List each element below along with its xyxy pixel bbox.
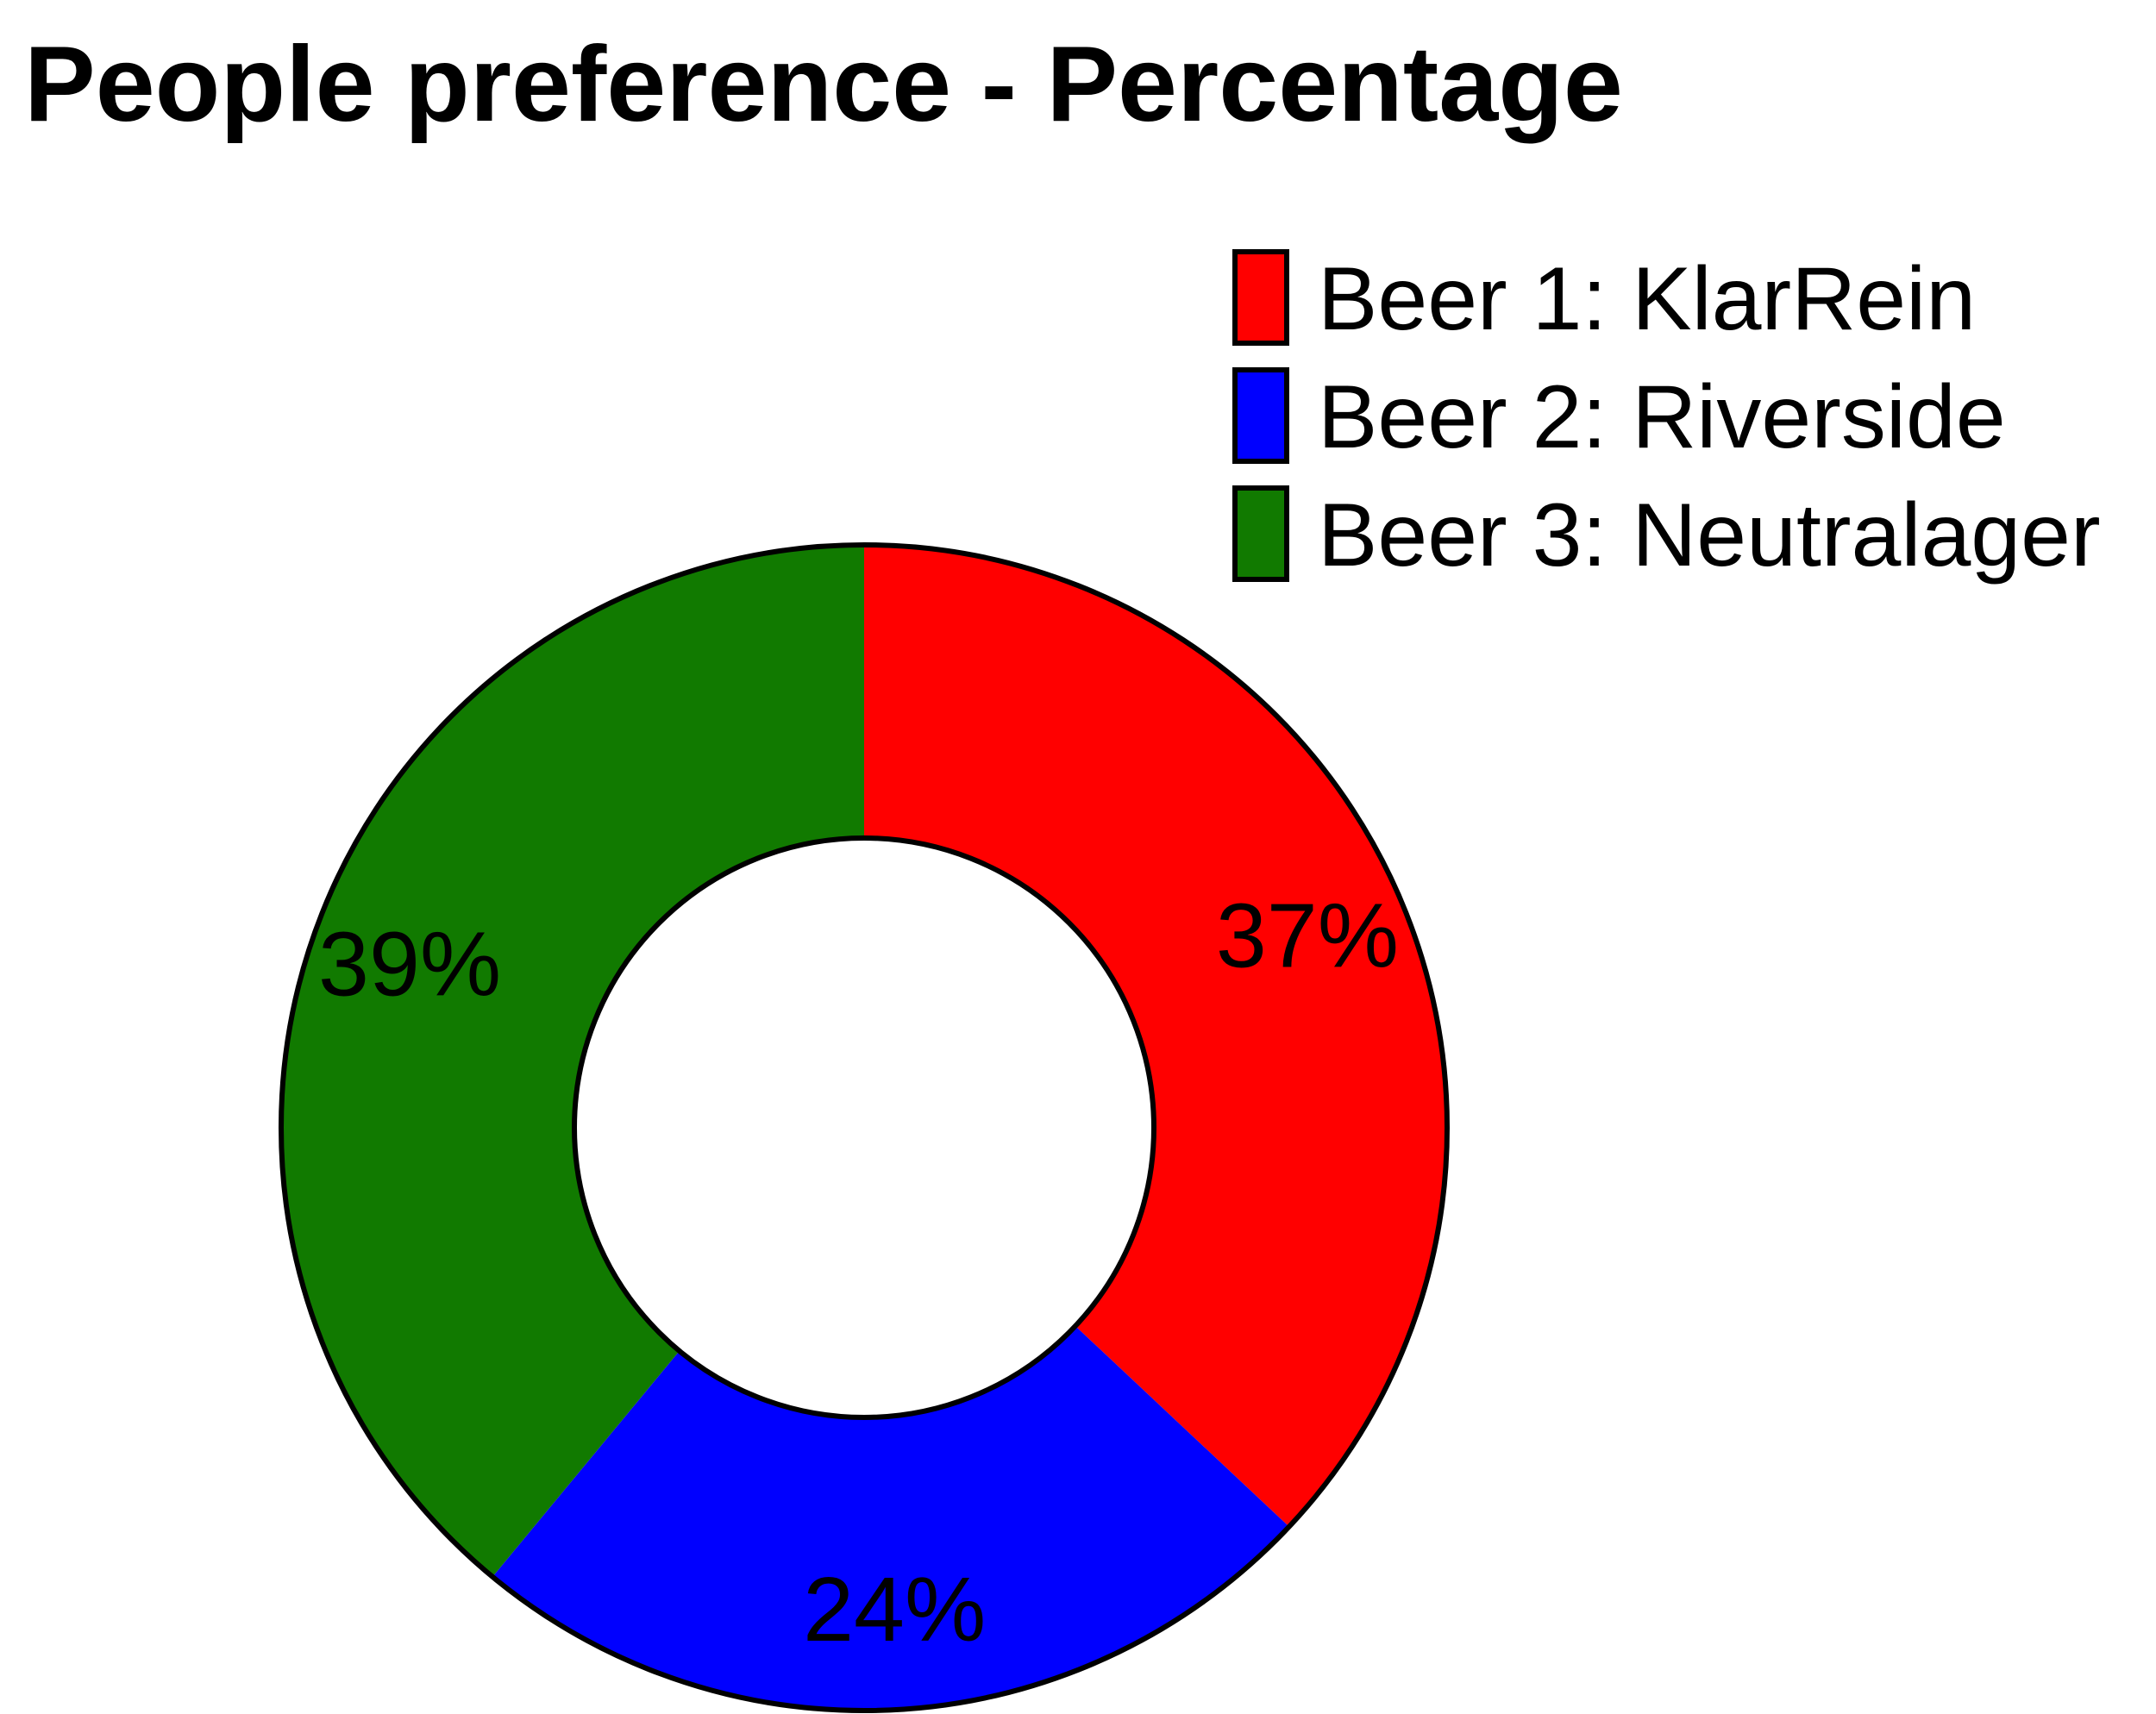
chart-title: People preference - Percentage bbox=[24, 25, 1623, 144]
slice-value-label: 24% bbox=[803, 1559, 986, 1661]
slice-labels: 37% 24% 39% bbox=[318, 885, 1399, 1661]
legend-label-beer-1-klarrein: Beer 1: KlarRein bbox=[1318, 249, 1976, 349]
donut-outer-outline bbox=[279, 542, 1450, 1713]
slice-beer-2-riverside bbox=[492, 1326, 1289, 1711]
slice-beer-1-klarrein bbox=[864, 545, 1447, 1527]
legend-swatch-beer-2-riverside bbox=[1232, 367, 1289, 464]
legend-label-beer-2-riverside: Beer 2: Riverside bbox=[1318, 367, 2006, 467]
slice-value-label: 37% bbox=[1216, 885, 1399, 987]
legend: Beer 1: KlarRein Beer 2: Riverside Beer 3:… bbox=[1232, 249, 2101, 585]
slice-beer-3-neutralager bbox=[281, 545, 864, 1577]
legend-swatch-beer-1-klarrein bbox=[1232, 249, 1289, 346]
legend-label-beer-3-neutralager: Beer 3: Neutralager bbox=[1318, 485, 2101, 585]
slice-value-label: 39% bbox=[318, 913, 501, 1015]
donut-inner-outline bbox=[572, 835, 1156, 1420]
donut-slices bbox=[279, 542, 1450, 1713]
legend-swatch-beer-3-neutralager bbox=[1232, 485, 1289, 582]
